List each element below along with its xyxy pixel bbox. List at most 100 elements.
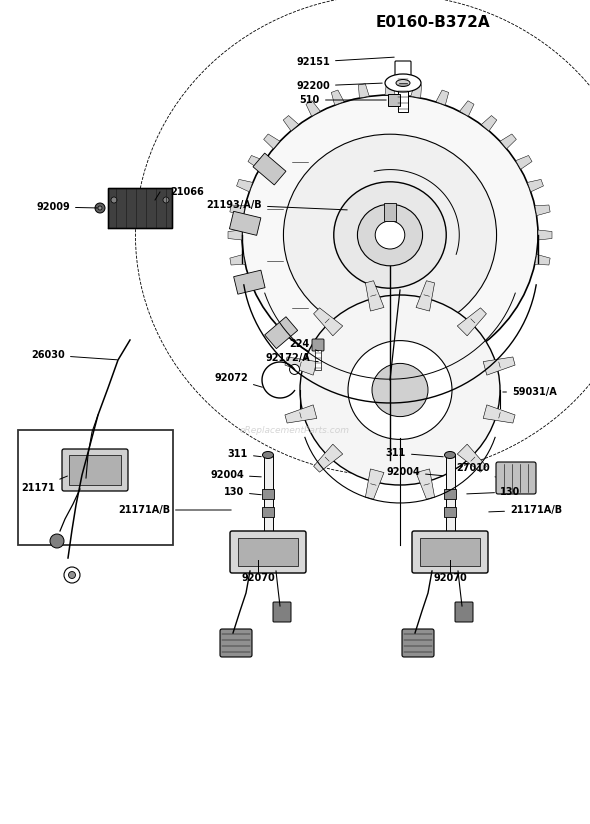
Text: 92070: 92070 — [433, 573, 467, 583]
Text: 26030: 26030 — [31, 350, 117, 360]
Bar — [234, 270, 265, 294]
Polygon shape — [283, 115, 299, 131]
Polygon shape — [416, 469, 435, 499]
Polygon shape — [285, 357, 317, 375]
Text: 510: 510 — [300, 95, 386, 105]
Ellipse shape — [348, 340, 452, 439]
Polygon shape — [483, 405, 515, 423]
Bar — [253, 153, 286, 185]
Polygon shape — [358, 84, 369, 98]
Bar — [262, 507, 274, 517]
Circle shape — [111, 197, 117, 203]
Ellipse shape — [358, 204, 422, 266]
Text: 92072: 92072 — [214, 373, 263, 387]
Bar — [262, 489, 274, 499]
Polygon shape — [516, 156, 532, 169]
Bar — [69, 455, 121, 485]
FancyBboxPatch shape — [455, 602, 473, 622]
FancyBboxPatch shape — [108, 188, 172, 228]
Circle shape — [95, 203, 105, 213]
Polygon shape — [527, 180, 543, 192]
Bar — [398, 76, 408, 112]
Text: 224: 224 — [290, 339, 319, 351]
Bar — [444, 489, 456, 499]
Polygon shape — [332, 90, 344, 105]
FancyBboxPatch shape — [402, 629, 434, 657]
Polygon shape — [314, 444, 343, 472]
Bar — [444, 507, 456, 517]
Bar — [384, 203, 396, 221]
Bar — [315, 350, 321, 370]
Polygon shape — [228, 230, 242, 240]
Polygon shape — [365, 281, 384, 311]
Polygon shape — [314, 308, 343, 336]
Ellipse shape — [300, 295, 500, 485]
Circle shape — [50, 534, 64, 548]
Ellipse shape — [334, 182, 446, 288]
FancyBboxPatch shape — [62, 449, 128, 491]
Polygon shape — [230, 205, 245, 216]
Ellipse shape — [372, 363, 428, 417]
Bar — [264, 455, 273, 533]
FancyBboxPatch shape — [412, 531, 488, 573]
Text: 59031/A: 59031/A — [503, 387, 557, 397]
FancyBboxPatch shape — [395, 61, 411, 77]
Ellipse shape — [385, 74, 421, 92]
Circle shape — [98, 206, 102, 210]
Text: 92172/A: 92172/A — [266, 353, 318, 363]
FancyBboxPatch shape — [220, 629, 252, 657]
Polygon shape — [306, 101, 320, 116]
Text: 21066: 21066 — [170, 187, 204, 197]
Polygon shape — [457, 308, 486, 336]
Text: 92004: 92004 — [210, 470, 261, 480]
Circle shape — [163, 197, 169, 203]
Text: 311: 311 — [228, 449, 261, 459]
Polygon shape — [237, 180, 253, 192]
Polygon shape — [535, 255, 550, 265]
Text: 21193/A/B: 21193/A/B — [206, 200, 348, 210]
Polygon shape — [460, 101, 474, 116]
FancyBboxPatch shape — [312, 339, 324, 351]
Text: 92009: 92009 — [36, 202, 97, 212]
Bar — [446, 455, 455, 533]
Polygon shape — [365, 469, 384, 499]
Polygon shape — [481, 115, 497, 131]
Ellipse shape — [396, 79, 410, 87]
Ellipse shape — [375, 221, 405, 249]
Polygon shape — [411, 84, 422, 98]
Circle shape — [68, 572, 76, 578]
Text: 311: 311 — [386, 448, 443, 458]
Circle shape — [64, 567, 80, 583]
Polygon shape — [264, 134, 280, 149]
Text: E0160-B372A: E0160-B372A — [375, 15, 490, 30]
Polygon shape — [500, 134, 516, 149]
Text: 130: 130 — [224, 487, 261, 497]
Bar — [265, 316, 298, 349]
FancyBboxPatch shape — [69, 491, 93, 509]
Ellipse shape — [242, 95, 538, 375]
Text: eReplacementParts.com: eReplacementParts.com — [240, 425, 350, 434]
Bar — [230, 211, 261, 236]
Text: 27010: 27010 — [456, 463, 496, 477]
Polygon shape — [230, 255, 245, 265]
Polygon shape — [457, 444, 486, 472]
Text: 92070: 92070 — [241, 573, 275, 583]
Text: 21171A/B: 21171A/B — [489, 505, 562, 515]
Text: 21171A/B: 21171A/B — [118, 505, 231, 515]
Polygon shape — [416, 281, 435, 311]
Text: 92004: 92004 — [386, 467, 443, 477]
Polygon shape — [436, 90, 449, 105]
Bar — [238, 538, 298, 566]
Bar — [420, 538, 480, 566]
Ellipse shape — [263, 452, 274, 458]
FancyBboxPatch shape — [230, 531, 306, 573]
Text: 92151: 92151 — [296, 57, 394, 67]
Text: 21171: 21171 — [21, 476, 67, 493]
Text: 92200: 92200 — [296, 81, 382, 91]
Polygon shape — [248, 156, 264, 169]
FancyBboxPatch shape — [496, 462, 536, 494]
Bar — [388, 94, 400, 106]
Ellipse shape — [283, 134, 497, 336]
Circle shape — [290, 364, 300, 374]
Polygon shape — [483, 357, 515, 375]
